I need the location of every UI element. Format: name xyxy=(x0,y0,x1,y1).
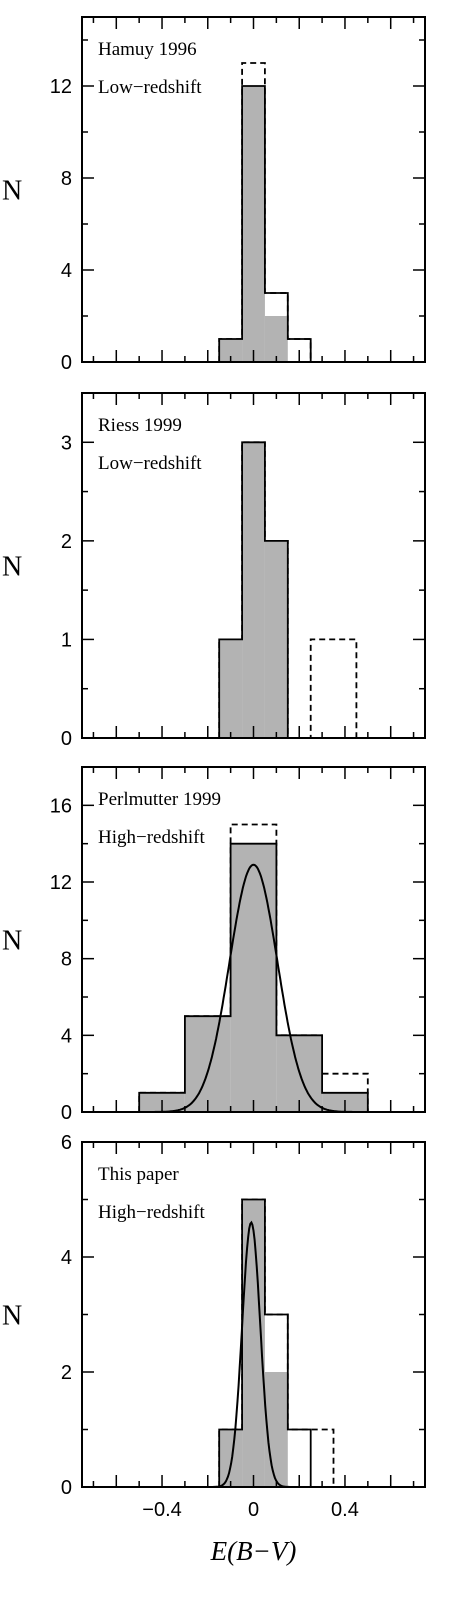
histogram-bar xyxy=(242,442,265,738)
histogram-bar xyxy=(184,1016,231,1112)
panel-2: 0 1 2 3 N Riess 1999 Low−redshift xyxy=(2,392,426,750)
y-axis-label: N xyxy=(2,1301,22,1332)
x-tick-label: −0.4 xyxy=(142,1499,181,1521)
y-tick-label: 2 xyxy=(61,531,72,553)
solid-histogram xyxy=(138,842,369,1112)
histogram-bar xyxy=(264,316,288,362)
panel-4: 0 2 4 6 N This paper High−redshift xyxy=(2,1132,426,1499)
annotation-text: Hamuy 1996 xyxy=(98,39,197,60)
x-tick-label: 0 xyxy=(248,1499,259,1521)
annotation-text: Perlmutter 1999 xyxy=(98,789,221,810)
y-tick-label: 0 xyxy=(61,352,72,374)
panel-1: 0 4 8 12 N Hamuy 1996 Low−redshift xyxy=(2,16,426,374)
annotation-text: Low−redshift xyxy=(98,453,202,474)
annotation-text: High−redshift xyxy=(98,827,205,848)
histogram-bar xyxy=(264,1372,288,1487)
histogram-bar xyxy=(219,1429,243,1487)
x-axis-label: E(B−V) xyxy=(210,1536,297,1566)
y-tick-label: 3 xyxy=(61,432,72,454)
y-tick-label: 0 xyxy=(61,1102,72,1124)
histogram-bar xyxy=(242,86,265,362)
y-tick-label: 1 xyxy=(61,629,72,651)
y-tick-label: 2 xyxy=(61,1362,72,1384)
y-axis-label: N xyxy=(2,552,22,583)
y-tick-label: 6 xyxy=(61,1132,72,1154)
y-tick-label: 12 xyxy=(50,76,72,98)
x-tick-label: 0.4 xyxy=(331,1499,359,1521)
y-axis-label: N xyxy=(2,176,22,207)
histogram-bar xyxy=(242,1199,265,1487)
y-tick-label: 12 xyxy=(50,872,72,894)
y-tick-label: 4 xyxy=(61,1025,72,1047)
y-axis-label: N xyxy=(2,926,22,957)
y-tick-label: 0 xyxy=(61,728,72,750)
dashed-histogram xyxy=(138,823,369,1112)
y-tick-label: 8 xyxy=(61,949,72,971)
histogram-bar xyxy=(264,540,288,738)
histogram-bar xyxy=(219,639,243,738)
histogram-bar xyxy=(219,339,243,362)
solid-histogram xyxy=(218,85,312,362)
annotation-text: High−redshift xyxy=(98,1202,205,1223)
y-tick-label: 8 xyxy=(61,168,72,190)
histogram-bar xyxy=(230,843,277,1112)
y-tick-label: 4 xyxy=(61,1247,72,1269)
annotation-text: Low−redshift xyxy=(98,77,202,98)
y-tick-label: 0 xyxy=(61,1477,72,1499)
y-tick-label: 4 xyxy=(61,260,72,282)
annotation-text: Riess 1999 xyxy=(98,415,182,436)
panel-3: 0 4 8 12 16 N Perlmutter 1999 High−redshift xyxy=(2,766,426,1124)
annotation-text: This paper xyxy=(98,1164,179,1185)
y-tick-label: 16 xyxy=(50,795,72,817)
